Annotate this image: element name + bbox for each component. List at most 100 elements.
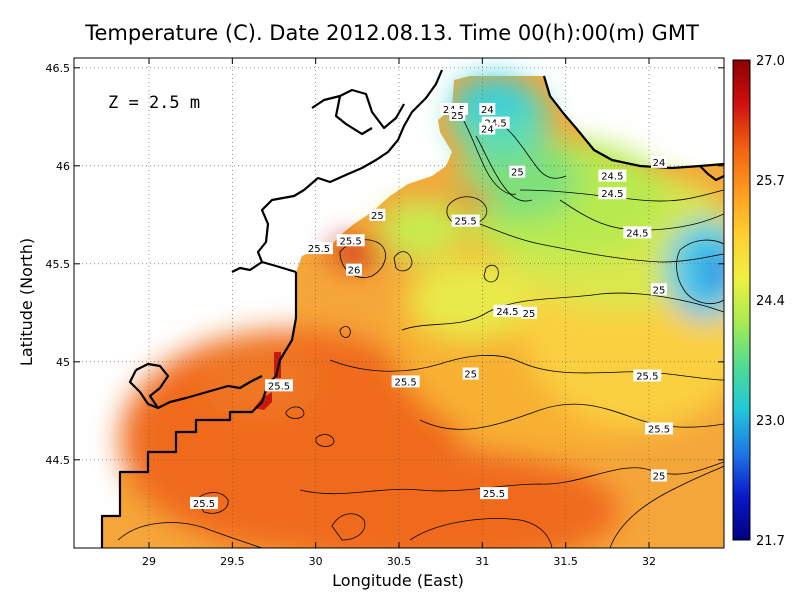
contour-label-text: 24	[481, 125, 494, 136]
temperature-patch	[410, 260, 530, 340]
x-tick-label: 30.5	[387, 555, 412, 568]
contour-label: 25	[369, 208, 386, 222]
y-tick-label: 46	[56, 160, 70, 173]
colorbar-tick-label: 24.4	[756, 294, 785, 309]
y-tick-label: 44.5	[46, 454, 71, 467]
contour-line	[329, 355, 724, 381]
x-tick-label: 29.5	[220, 555, 245, 568]
contour-label: 25.5	[480, 487, 508, 500]
contour-label: 24.5	[493, 304, 522, 318]
contour-label: 25.5	[190, 496, 218, 510]
contour-line	[285, 406, 305, 419]
x-tick-label: 30	[309, 555, 323, 568]
contour-label-text: 26	[348, 266, 361, 277]
colorbar-tick-label: 21.7	[756, 534, 785, 549]
temperature-patch	[380, 200, 460, 260]
contour-label-box	[623, 226, 652, 239]
contour-label: 25.5	[645, 422, 673, 435]
contour-line	[483, 264, 499, 283]
coastline-segment	[82, 547, 84, 548]
contour-label-box	[651, 469, 667, 482]
depth-annotation: Z = 2.5 m	[108, 93, 200, 113]
contour-label-box	[369, 208, 386, 221]
contour-label-box	[651, 155, 667, 168]
contour-label-text: 25.5	[455, 217, 477, 228]
chart-title: Temperature (C). Date 2012.08.13. Time 0…	[84, 21, 699, 45]
contour-line	[409, 518, 553, 548]
contour-line	[331, 513, 366, 541]
temperature-patch	[452, 186, 488, 214]
temperature-patch	[702, 254, 724, 290]
contour-label-text: 25.5	[340, 236, 362, 247]
contour-label-text: 25.5	[268, 381, 290, 392]
contour-line	[393, 251, 413, 272]
contour-label-box	[479, 102, 496, 115]
contour-label: 25	[449, 108, 466, 122]
contour-label-text: 25	[523, 309, 536, 320]
contour-label-box	[598, 187, 627, 200]
colorbar-tick-label: 27.0	[756, 54, 785, 69]
x-axis-ticks: 29 29.5 30 30.5 31 31.5 32	[142, 58, 656, 568]
contour-label: 25	[651, 469, 667, 482]
contour-label-box	[493, 304, 522, 317]
contour-label: 25	[462, 367, 479, 381]
contour-label-text: 25.5	[193, 499, 215, 510]
contour-label-box	[336, 234, 365, 247]
contour-label-box	[265, 379, 293, 392]
contour-label: 25	[521, 306, 537, 320]
contour-label-text: 24.5	[601, 172, 623, 183]
contour-label: 26	[346, 263, 362, 277]
x-axis-label: Longitude (East)	[332, 571, 464, 590]
contour-label: 24.5	[623, 226, 652, 239]
contour-label-text: 25	[511, 168, 524, 179]
coastline	[82, 69, 724, 548]
temperature-patch	[666, 220, 724, 320]
contour-label: 25.5	[451, 214, 480, 228]
coastline-segment	[135, 362, 263, 410]
coastline-segment	[128, 369, 159, 410]
contour-label-text: 24	[481, 105, 494, 116]
contour-line	[519, 189, 724, 202]
contour-label-box	[346, 263, 362, 276]
contour-line	[446, 196, 488, 227]
y-tick-label: 45.5	[46, 258, 71, 271]
contour-label: 24.5	[481, 116, 510, 130]
contour-label-box	[521, 306, 537, 319]
contour-label-box	[462, 367, 479, 380]
contour-label-box	[449, 108, 466, 121]
contour-label-text: 24.5	[601, 189, 623, 200]
contour-line	[401, 292, 724, 331]
contour-line	[475, 135, 533, 202]
temperature-patch	[454, 76, 534, 124]
contour-label-text: 24.5	[496, 307, 518, 318]
coastline-segment	[542, 75, 724, 170]
contour-line	[457, 109, 517, 195]
contour-label-text: 25	[371, 211, 384, 222]
y-tick-label: 45	[56, 356, 70, 369]
temperature-patch	[200, 340, 320, 420]
contour-label-box	[391, 375, 420, 388]
x-tick-label: 31	[475, 555, 489, 568]
colorbar-tick-label: 25.7	[756, 174, 785, 189]
contour-label-box	[305, 242, 333, 255]
contour-label-text: 24.5	[626, 228, 648, 239]
contour-label: 25	[509, 165, 526, 179]
contour-label-text: 25	[653, 471, 666, 482]
contour-label-text: 24	[653, 158, 666, 169]
contour-line	[315, 434, 335, 447]
coastline-segment	[334, 95, 373, 136]
x-tick-label: 29	[142, 555, 156, 568]
contour-label-text: 25	[464, 370, 477, 381]
coastline-segment	[699, 165, 724, 182]
contour-line	[117, 522, 263, 548]
contour-label-text: 25.5	[483, 489, 505, 500]
contour-labels: 24.5252424.524252424.524.52525.525.525.5…	[190, 102, 673, 510]
contour-label-text: 25	[653, 285, 666, 296]
contour-label-box	[480, 487, 508, 500]
x-tick-label: 31.5	[553, 555, 578, 568]
contour-line	[195, 492, 229, 514]
contour-line	[609, 465, 724, 548]
temperature-patch	[240, 450, 620, 548]
contour-label: 24.5	[598, 169, 627, 183]
colorbar-gradient	[732, 59, 751, 541]
